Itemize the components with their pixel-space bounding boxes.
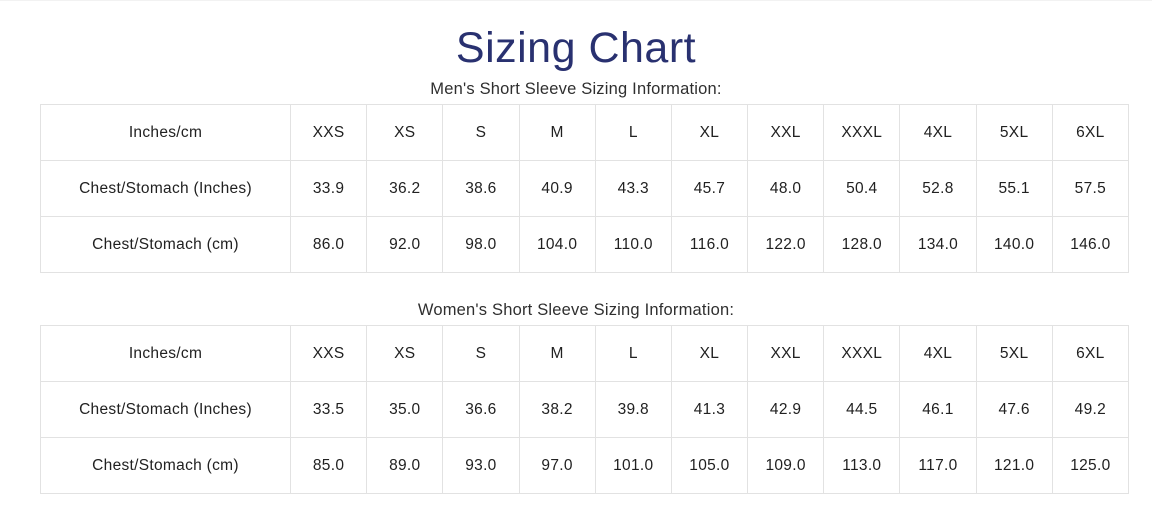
- size-header-cell: XXL: [747, 104, 825, 161]
- measurement-value-cell: 36.2: [366, 160, 444, 217]
- measurement-value-cell: 101.0: [594, 437, 672, 494]
- measurement-value-cell: 122.0: [747, 216, 825, 273]
- table-row: Chest/Stomach (cm) 85.0 89.0 93.0 97.0 101.0 1…: [40, 437, 1130, 494]
- table-row: Chest/Stomach (Inches) 33.5 35.0 36.6 38.2 39…: [40, 381, 1130, 438]
- measurement-value-cell: 40.9: [518, 160, 596, 217]
- measurement-value-cell: 52.8: [899, 160, 977, 217]
- measurement-value-cell: 41.3: [670, 381, 749, 438]
- measurement-value-cell: 104.0: [518, 216, 596, 273]
- measurement-value-cell: 33.5: [289, 381, 368, 438]
- measurement-value-cell: 109.0: [747, 437, 825, 494]
- measurement-value-cell: 38.6: [442, 160, 520, 217]
- size-header-cell: M: [518, 104, 596, 161]
- measurement-value-cell: 125.0: [1051, 437, 1130, 494]
- size-header-cell: 5XL: [975, 325, 1053, 382]
- measurement-value-cell: 98.0: [442, 216, 520, 273]
- size-header-cell: 4XL: [899, 104, 977, 161]
- measurement-value-cell: 128.0: [823, 216, 901, 273]
- size-header-cell: XXS: [289, 104, 368, 161]
- size-header-cell: M: [518, 325, 596, 382]
- measurement-value-cell: 33.9: [289, 160, 368, 217]
- mens-sizing-section: Men's Short Sleeve Sizing Information: I…: [0, 79, 1152, 273]
- table-row: Chest/Stomach (Inches) 33.9 36.2 38.6 40.9 43…: [40, 160, 1130, 217]
- measurement-value-cell: 140.0: [975, 216, 1053, 273]
- measurement-value-cell: 38.2: [518, 381, 596, 438]
- table-header-row: Inches/cm XXS XS S M L XL XXL XXXL 4XL 5XL 6XL: [40, 104, 1130, 161]
- row-label-cell: Chest/Stomach (Inches): [40, 160, 291, 217]
- size-header-cell: S: [442, 325, 520, 382]
- measurement-value-cell: 146.0: [1051, 216, 1130, 273]
- size-header-cell: XL: [670, 104, 749, 161]
- measurement-value-cell: 117.0: [899, 437, 977, 494]
- size-header-cell: 5XL: [975, 104, 1053, 161]
- measurement-value-cell: 35.0: [366, 381, 444, 438]
- measurement-value-cell: 57.5: [1051, 160, 1130, 217]
- measurement-value-cell: 36.6: [442, 381, 520, 438]
- size-header-cell: XXL: [747, 325, 825, 382]
- row-label-cell: Chest/Stomach (cm): [40, 216, 291, 273]
- measurement-value-cell: 105.0: [670, 437, 749, 494]
- measurement-value-cell: 48.0: [747, 160, 825, 217]
- measurement-value-cell: 42.9: [747, 381, 825, 438]
- size-header-cell: L: [594, 325, 672, 382]
- measurement-value-cell: 43.3: [594, 160, 672, 217]
- row-label-cell: Chest/Stomach (cm): [40, 437, 291, 494]
- page-title: Sizing Chart: [455, 24, 697, 72]
- womens-section-subtitle: Women's Short Sleeve Sizing Information:: [417, 301, 735, 319]
- measurement-value-cell: 85.0: [289, 437, 368, 494]
- size-header-cell: L: [594, 104, 672, 161]
- measurement-value-cell: 55.1: [975, 160, 1053, 217]
- size-header-cell: XXS: [289, 325, 368, 382]
- measurement-value-cell: 86.0: [289, 216, 368, 273]
- measurement-value-cell: 49.2: [1051, 381, 1130, 438]
- measurement-value-cell: 39.8: [594, 381, 672, 438]
- measurement-value-cell: 121.0: [975, 437, 1053, 494]
- size-header-cell: XXXL: [823, 325, 901, 382]
- measurement-value-cell: 93.0: [442, 437, 520, 494]
- size-header-cell: 6XL: [1051, 325, 1130, 382]
- measurement-value-cell: 50.4: [823, 160, 901, 217]
- womens-sizing-section: Women's Short Sleeve Sizing Information:…: [0, 300, 1152, 494]
- measurement-value-cell: 89.0: [366, 437, 444, 494]
- mens-sizing-table: Inches/cm XXS XS S M L XL XXL XXXL 4XL 5XL 6XL Chest…: [40, 104, 1130, 273]
- measurement-value-cell: 92.0: [366, 216, 444, 273]
- measurement-value-cell: 46.1: [899, 381, 977, 438]
- size-header-cell: XXXL: [823, 104, 901, 161]
- table-row: Chest/Stomach (cm) 86.0 92.0 98.0 104.0 110.0…: [40, 216, 1130, 273]
- measurement-value-cell: 44.5: [823, 381, 901, 438]
- row-label-cell: Chest/Stomach (Inches): [40, 381, 291, 438]
- measurement-value-cell: 47.6: [975, 381, 1053, 438]
- measurement-value-cell: 110.0: [594, 216, 672, 273]
- units-header-cell: Inches/cm: [40, 325, 291, 382]
- size-header-cell: XS: [366, 325, 444, 382]
- size-header-cell: 4XL: [899, 325, 977, 382]
- measurement-value-cell: 113.0: [823, 437, 901, 494]
- units-header-cell: Inches/cm: [40, 104, 291, 161]
- size-header-cell: S: [442, 104, 520, 161]
- size-header-cell: XS: [366, 104, 444, 161]
- womens-sizing-table: Inches/cm XXS XS S M L XL XXL XXXL 4XL 5XL 6XL Chest…: [40, 325, 1130, 494]
- measurement-value-cell: 97.0: [518, 437, 596, 494]
- size-header-cell: XL: [670, 325, 749, 382]
- size-header-cell: 6XL: [1051, 104, 1130, 161]
- measurement-value-cell: 116.0: [670, 216, 749, 273]
- measurement-value-cell: 134.0: [899, 216, 977, 273]
- measurement-value-cell: 45.7: [670, 160, 749, 217]
- table-header-row: Inches/cm XXS XS S M L XL XXL XXXL 4XL 5XL 6XL: [40, 325, 1130, 382]
- mens-section-subtitle: Men's Short Sleeve Sizing Information:: [430, 80, 722, 98]
